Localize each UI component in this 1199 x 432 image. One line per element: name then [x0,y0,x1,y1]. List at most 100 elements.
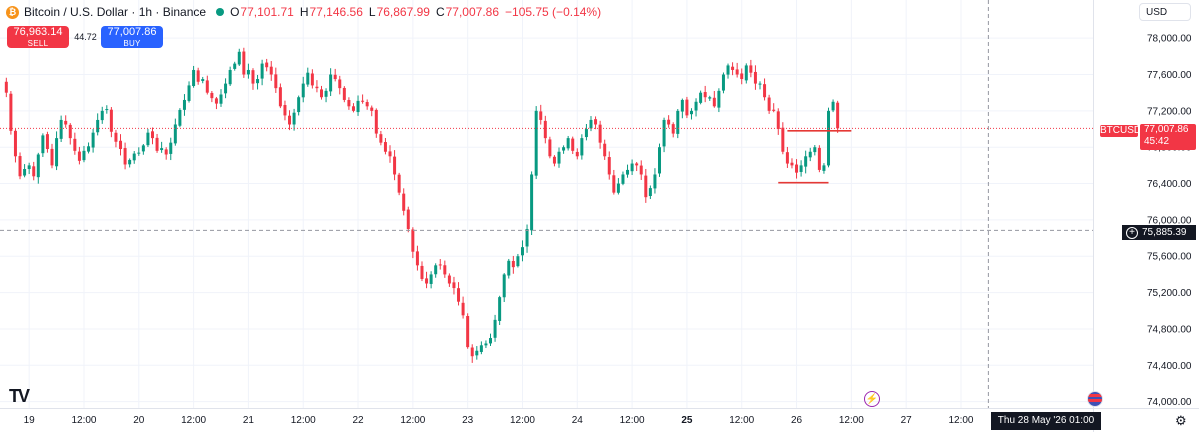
open-label: O [230,5,240,19]
candle [717,88,721,113]
tradingview-logo-icon[interactable]: TV [9,386,30,406]
candle-body [224,83,228,94]
sell-price: 76,963.14 [13,26,63,38]
candle-body [228,69,232,85]
candle [731,62,735,76]
candle [708,95,712,101]
candle-body [260,63,264,79]
candle-body [740,73,744,80]
candle-body [365,102,369,107]
buy-button[interactable]: 77,007.86 BUY [101,26,163,48]
candle [128,158,132,168]
event-lightning-icon[interactable]: ⚡ [864,391,880,407]
candle [525,224,529,253]
candles [4,47,840,363]
time-tick-label: 12:00 [291,415,316,426]
candle [379,130,383,146]
candle [306,67,310,87]
candle-body [114,132,118,142]
candle [182,94,186,116]
candle-body [137,152,141,154]
candle-body [91,132,95,148]
candle [187,81,191,103]
candle-body [552,156,556,164]
candle [96,113,100,136]
candle [781,122,785,155]
candle [543,115,547,144]
us-flag-event-icon[interactable] [1087,391,1103,407]
candle [301,76,305,103]
candle [689,108,693,120]
candle-body [13,130,17,157]
candle-body [132,153,136,161]
candle [520,240,524,262]
gear-icon[interactable]: ⚙ [1175,413,1187,428]
candle-body [658,147,662,174]
candle-body [703,92,707,98]
market-status-icon[interactable] [216,8,225,16]
candle [699,90,703,105]
candle-body [420,265,424,279]
candle [548,136,552,159]
candle [59,115,63,143]
candle-body [470,347,474,357]
candle-body [201,79,205,81]
candle-body [603,143,607,157]
candle [251,68,255,90]
candle [498,295,502,325]
candle-body [370,107,374,111]
candle [388,145,392,163]
candle-body [397,174,401,193]
high-label: H [299,5,309,19]
candle [132,151,136,164]
candle-body [749,65,753,73]
candle-body [32,166,36,177]
candle-body [77,151,81,161]
candle-body [402,193,406,211]
candle [740,68,744,85]
candle [77,146,81,165]
candle-body [484,343,488,346]
candle [100,106,104,124]
add-alert-icon[interactable]: + [1126,227,1138,239]
price-tick-label: 75,600.00 [1147,252,1192,263]
sell-button[interactable]: 76,963.14 SELL [7,26,69,48]
candle-body [351,106,355,111]
candle [694,98,698,117]
candle [836,100,840,133]
candle [589,116,593,132]
candle [283,100,287,121]
price-tick-label: 74,000.00 [1147,397,1192,408]
candle-body [265,62,269,68]
candle [114,129,118,148]
candle [516,253,520,268]
candle-body [452,282,456,289]
candle [420,261,424,282]
candle-body [607,157,611,175]
candle-body [50,148,54,166]
candle [575,148,579,160]
candle-body [306,72,310,85]
currency-selector[interactable]: USD [1139,3,1191,21]
symbol-title[interactable]: Bitcoin / U.S. Dollar · 1h · Binance [24,5,207,19]
price-tick-label: 75,200.00 [1147,288,1192,299]
candle [808,147,812,162]
time-tick-label: 21 [243,415,255,426]
candle [804,150,808,174]
candle [109,107,113,138]
candle-body [667,119,671,125]
candle-body [571,138,575,151]
candle-body [338,79,342,89]
last-price-value: 77,007.86 [1144,124,1189,135]
candle [256,74,260,90]
candle [233,61,237,71]
candle [32,161,36,181]
candle [667,115,671,128]
high-value: 77,146.56 [309,5,363,19]
candle-body [831,101,835,111]
candle [365,99,369,110]
candle-body [9,93,13,131]
buy-label: BUY [123,39,141,48]
